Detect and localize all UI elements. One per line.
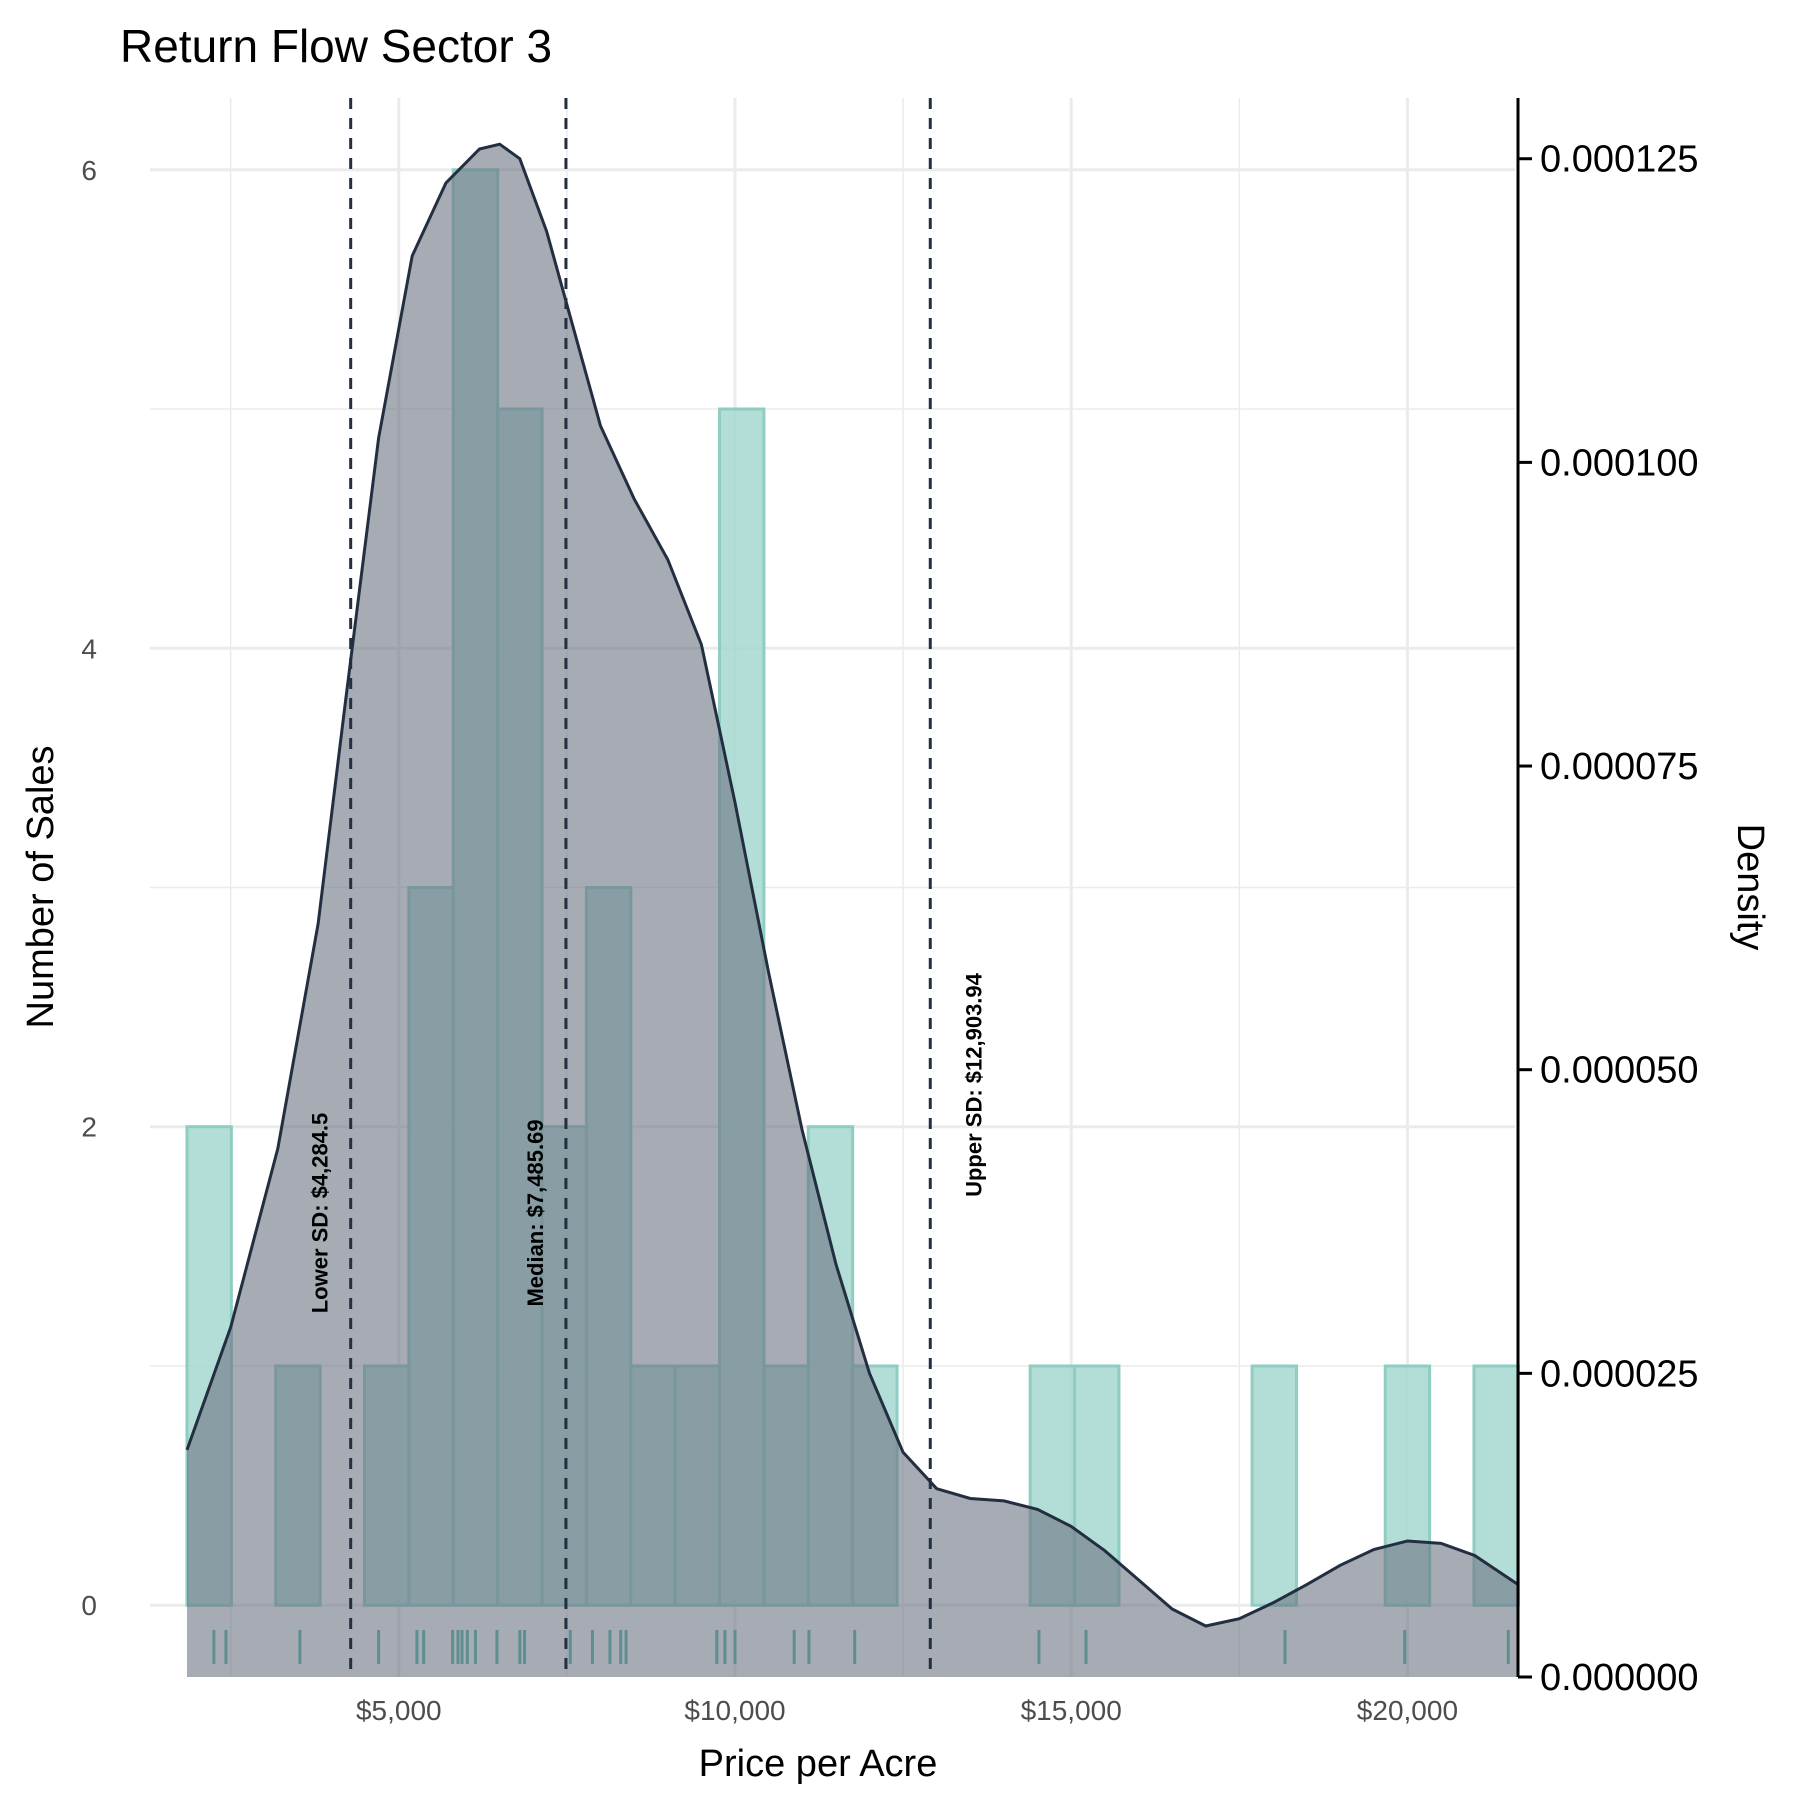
- density-line: [185, 142, 1520, 1628]
- y-tick-label: 2: [81, 1112, 97, 1143]
- reference-line-label: Upper SD: $12,903.94: [961, 972, 986, 1197]
- y2-tick-label: 0.000025: [1540, 1353, 1699, 1395]
- density-area: [187, 144, 1519, 1678]
- y2-tick-label: 0.000100: [1540, 442, 1699, 484]
- y-axis-title: Number of Sales: [20, 745, 62, 1028]
- x-tick-label: $15,000: [1021, 1695, 1122, 1726]
- y2-axis-title: Density: [1729, 824, 1771, 951]
- y-tick-label: 4: [81, 633, 97, 664]
- reference-line-label: Lower SD: $4,284.5: [308, 1113, 333, 1314]
- histogram-bar: [1472, 1364, 1520, 1607]
- x-tick-label: $5,000: [356, 1695, 442, 1726]
- x-axis-title: Price per Acre: [699, 1743, 938, 1785]
- y2-tick-label: 0.000000: [1540, 1657, 1699, 1699]
- x-tick-label: $20,000: [1357, 1695, 1458, 1726]
- y-tick-label: 6: [81, 155, 97, 186]
- y2-tick-label: 0.000125: [1540, 139, 1699, 181]
- y-axis-left: 0 2 4 6: [81, 155, 97, 1621]
- x-axis: $5,000 $10,000 $15,000 $20,000: [356, 1695, 1458, 1726]
- reference-line-label: Median: $7,485.69: [523, 1119, 548, 1306]
- density-curve: [185, 142, 1520, 1678]
- y-axis-right: 0.000000 0.000025 0.000050 0.000075 0.000100…: [1516, 98, 1699, 1699]
- histogram-bar: [1250, 1364, 1298, 1607]
- x-tick-label: $10,000: [684, 1695, 785, 1726]
- chart-title: Return Flow Sector 3: [120, 20, 552, 72]
- y2-tick-label: 0.000075: [1540, 746, 1699, 788]
- rug-marks: [212, 1630, 1510, 1664]
- y-tick-label: 0: [81, 1590, 97, 1621]
- reference-lines: Lower SD: $4,284.5 Median: $7,485.69 Upper…: [308, 98, 986, 1677]
- y2-tick-label: 0.000050: [1540, 1050, 1699, 1092]
